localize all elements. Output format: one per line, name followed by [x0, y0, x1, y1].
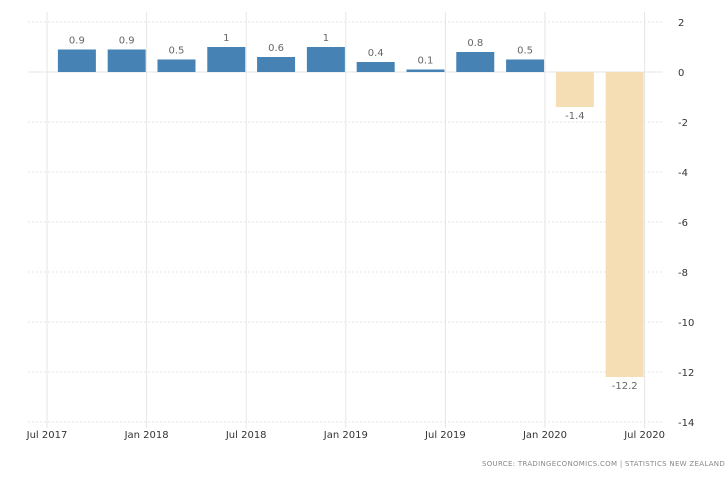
bar — [157, 59, 196, 72]
x-tick-label: Jul 2020 — [623, 430, 665, 441]
source-footer: SOURCE: TRADINGECONOMICS.COM | STATISTIC… — [482, 460, 726, 468]
y-tick-label: 2 — [678, 18, 684, 29]
bar — [57, 49, 96, 72]
data-label: 0.1 — [418, 56, 434, 67]
bar — [257, 57, 296, 72]
bar — [107, 49, 146, 72]
bar — [555, 72, 594, 107]
data-label: 1 — [323, 33, 329, 44]
y-tick-label: -14 — [678, 418, 694, 429]
data-label: 0.5 — [169, 46, 185, 57]
y-tick-label: -10 — [678, 318, 694, 329]
data-label: 0.6 — [268, 43, 284, 54]
y-tick-label: -4 — [678, 168, 688, 179]
data-label: -1.4 — [565, 111, 585, 122]
data-label: -12.2 — [612, 381, 638, 392]
bar — [356, 62, 395, 72]
x-tick-label: Jul 2019 — [424, 430, 466, 441]
bar — [456, 52, 495, 72]
bar — [506, 59, 545, 72]
bar — [605, 72, 644, 377]
x-tick-label: Jan 2019 — [323, 430, 368, 441]
x-tick-label: Jan 2020 — [522, 430, 567, 441]
bar — [406, 69, 445, 72]
x-tick-label: Jul 2018 — [225, 430, 267, 441]
data-label: 0.9 — [69, 36, 85, 47]
x-tick-label: Jan 2018 — [124, 430, 169, 441]
data-label: 0.4 — [368, 48, 384, 59]
y-tick-label: -2 — [678, 118, 688, 129]
bar — [306, 47, 345, 72]
y-tick-label: -12 — [678, 368, 694, 379]
x-tick-label: Jul 2017 — [26, 430, 68, 441]
data-label: 0.5 — [517, 46, 533, 57]
bar — [207, 47, 246, 72]
y-tick-label: -8 — [678, 268, 688, 279]
data-label: 0.8 — [467, 38, 483, 49]
data-label: 1 — [223, 33, 229, 44]
data-label: 0.9 — [119, 36, 135, 47]
y-tick-label: 0 — [678, 68, 684, 79]
y-tick-label: -6 — [678, 218, 688, 229]
